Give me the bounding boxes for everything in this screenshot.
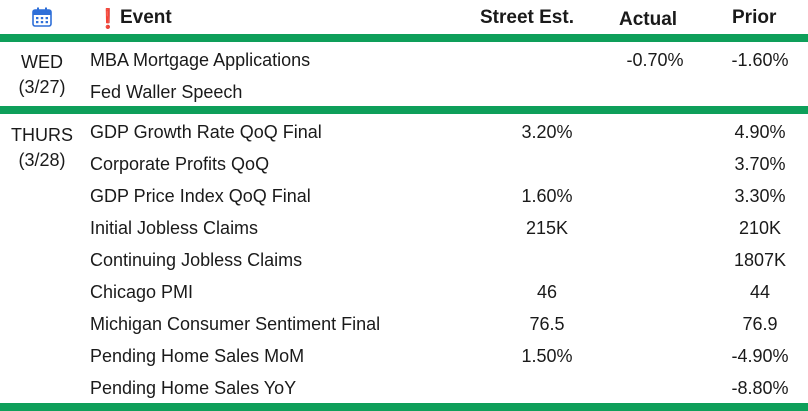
header-street-est: Street Est. (480, 7, 574, 28)
street-est-value: 1.60% (521, 186, 573, 206)
header-actual: Actual (619, 9, 678, 30)
day-label: WED (21, 52, 63, 72)
event-name: Pending Home Sales MoM (90, 346, 305, 366)
divider-rule (0, 106, 808, 114)
street-est-value: 1.50% (521, 346, 573, 366)
event-name: GDP Price Index QoQ Final (90, 186, 311, 206)
event-name: Chicago PMI (90, 282, 194, 302)
day-label: THURS (11, 125, 73, 145)
divider-rule (0, 403, 808, 411)
prior-value: 1807K (733, 250, 787, 270)
prior-value: -8.80% (731, 378, 789, 398)
street-est-value: 46 (536, 282, 558, 302)
event-name: Fed Waller Speech (90, 82, 243, 102)
prior-value: -4.90% (731, 346, 789, 366)
prior-value: 4.90% (734, 122, 786, 142)
event-name: MBA Mortgage Applications (90, 50, 311, 70)
header-event: Event (120, 7, 172, 28)
day-date: (3/28) (18, 150, 66, 170)
day-date: (3/27) (18, 77, 66, 97)
event-name: Continuing Jobless Claims (90, 250, 303, 270)
prior-value: 3.30% (734, 186, 786, 206)
event-name: Michigan Consumer Sentiment Final (90, 314, 381, 334)
prior-value: 3.70% (734, 154, 786, 174)
prior-value: -1.60% (731, 50, 789, 70)
prior-value: 44 (749, 282, 771, 302)
calendar-icon (32, 7, 52, 27)
event-name: Corporate Profits QoQ (90, 154, 270, 174)
prior-value: 76.9 (742, 314, 778, 334)
street-est-value: 215K (525, 218, 569, 238)
event-name: Pending Home Sales YoY (90, 378, 297, 398)
header-prior: Prior (732, 7, 777, 28)
street-est-value: 76.5 (529, 314, 565, 334)
street-est-value: 3.20% (521, 122, 573, 142)
prior-value: 210K (738, 218, 782, 238)
exclamation-icon: ❗ (96, 9, 120, 30)
divider-rule (0, 34, 808, 42)
event-name: Initial Jobless Claims (90, 218, 259, 238)
actual-value: -0.70% (626, 50, 684, 70)
event-name: GDP Growth Rate QoQ Final (90, 122, 322, 142)
